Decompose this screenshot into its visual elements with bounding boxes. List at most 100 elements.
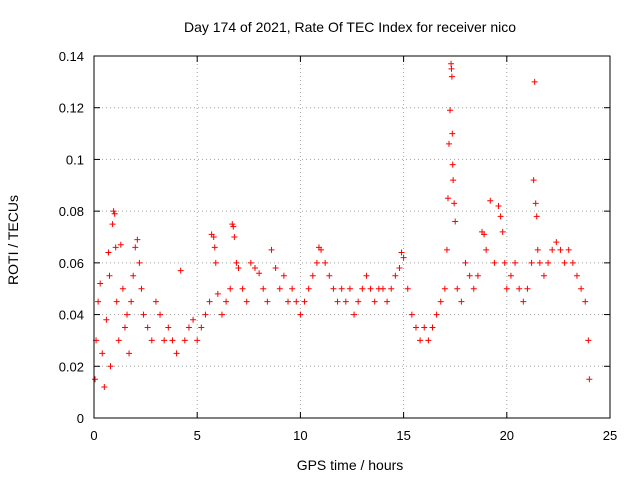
data-point <box>487 197 494 204</box>
data-point <box>322 259 329 266</box>
data-point <box>367 285 374 292</box>
data-point <box>495 202 502 209</box>
data-point <box>458 298 465 305</box>
data-point <box>342 298 349 305</box>
data-point <box>144 324 151 331</box>
y-tick-label: 0.12 <box>59 101 84 116</box>
data-point <box>437 298 444 305</box>
y-tick-label: 0.14 <box>59 49 84 64</box>
data-point <box>136 259 143 266</box>
x-axis-label: GPS time / hours <box>297 457 404 473</box>
data-point <box>243 298 250 305</box>
data-point <box>516 285 523 292</box>
plot-area-border <box>93 55 611 419</box>
data-point <box>452 218 459 225</box>
data-point <box>260 285 267 292</box>
data-point <box>165 324 172 331</box>
data-point <box>105 249 112 256</box>
x-tick-label: 5 <box>194 428 201 443</box>
data-point <box>503 285 510 292</box>
data-point <box>532 200 539 207</box>
data-point <box>214 290 221 297</box>
data-point <box>449 161 456 168</box>
data-point <box>586 376 593 383</box>
data-point <box>483 246 490 253</box>
data-point <box>346 285 353 292</box>
data-point <box>272 265 279 272</box>
data-point <box>499 228 506 235</box>
data-point <box>582 298 589 305</box>
data-point <box>481 231 488 238</box>
data-point <box>578 285 585 292</box>
data-point <box>293 298 300 305</box>
data-point <box>540 272 547 279</box>
data-point <box>111 210 118 217</box>
y-tick-label: 0.02 <box>59 359 84 374</box>
data-point <box>313 259 320 266</box>
data-point <box>446 140 453 147</box>
data-point <box>121 324 128 331</box>
data-point <box>101 383 108 390</box>
data-point <box>557 246 564 253</box>
data-point <box>451 200 458 207</box>
data-point <box>130 272 137 279</box>
data-point <box>534 246 541 253</box>
data-point <box>247 259 254 266</box>
data-point <box>119 285 126 292</box>
data-point <box>561 259 568 266</box>
data-point <box>230 223 237 230</box>
data-point <box>441 285 448 292</box>
data-point <box>545 259 552 266</box>
data-point <box>117 241 124 248</box>
data-point <box>223 298 230 305</box>
data-point <box>330 285 337 292</box>
data-point <box>99 350 106 357</box>
data-point <box>103 316 110 323</box>
x-tick-label: 20 <box>500 428 514 443</box>
data-point <box>256 270 263 277</box>
data-point <box>251 265 258 272</box>
y-tick-label: 0 <box>77 411 84 426</box>
data-point <box>448 73 455 80</box>
axis-ticks: 0 5 10 15 20 25 0 0.02 0.04 0.06 0.08 0.1 0.12 0.14 <box>59 49 618 443</box>
data-point <box>235 265 242 272</box>
data-point <box>126 350 133 357</box>
data-point <box>92 376 99 383</box>
data-point <box>190 316 197 323</box>
data-point <box>396 265 403 272</box>
data-point <box>169 337 176 344</box>
data-point <box>379 285 386 292</box>
data-point <box>536 259 543 266</box>
data-point <box>512 259 519 266</box>
data-point <box>289 285 296 292</box>
data-point <box>280 272 287 279</box>
data-point <box>425 337 432 344</box>
data-point <box>206 298 213 305</box>
data-point <box>181 337 188 344</box>
data-point <box>152 298 159 305</box>
data-point <box>128 298 135 305</box>
data-point <box>134 236 141 243</box>
data-point <box>565 246 572 253</box>
data-point <box>450 177 457 184</box>
data-point <box>318 246 325 253</box>
data-point <box>124 311 131 318</box>
chart-title: Day 174 of 2021, Rate Of TEC Index for r… <box>184 19 516 35</box>
data-point <box>384 298 391 305</box>
data-point <box>212 259 219 266</box>
data-point <box>297 311 304 318</box>
y-tick-label: 0.1 <box>66 152 84 167</box>
data-point <box>497 213 504 220</box>
data-point <box>507 272 514 279</box>
data-point <box>140 311 147 318</box>
data-point <box>429 324 436 331</box>
data-point <box>404 285 411 292</box>
data-point <box>211 244 218 251</box>
data-point <box>132 244 139 251</box>
data-point <box>202 311 209 318</box>
x-tick-label: 10 <box>293 428 307 443</box>
data-point <box>363 272 370 279</box>
data-point <box>573 272 580 279</box>
